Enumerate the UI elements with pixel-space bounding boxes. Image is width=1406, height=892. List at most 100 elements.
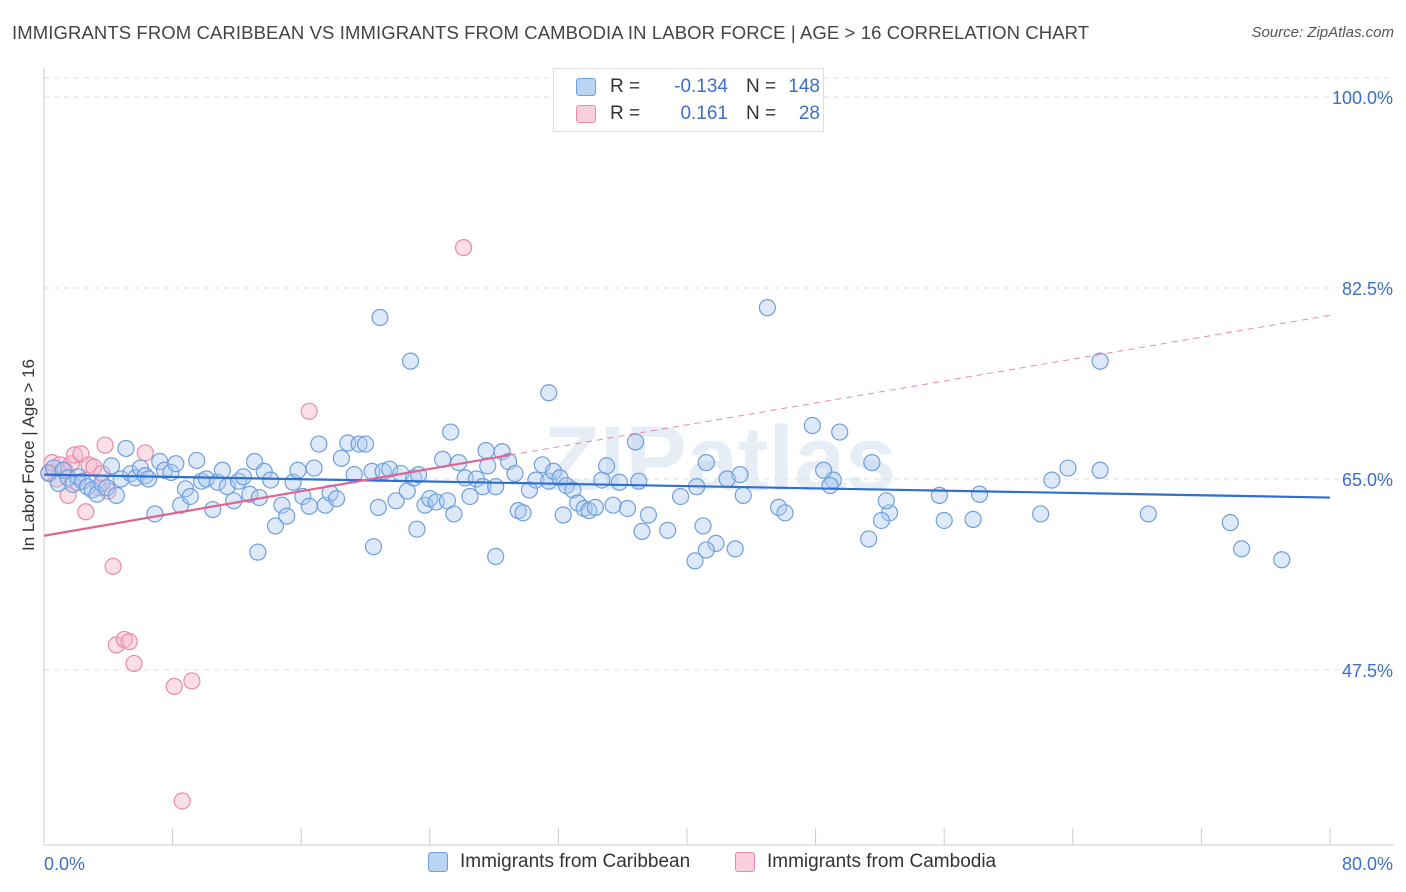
data-point-caribbean: [181, 487, 199, 506]
legend-swatch-caribbean: [428, 852, 448, 872]
data-point-caribbean: [731, 466, 749, 484]
data-point-caribbean: [586, 498, 604, 516]
caribbean-points: [40, 299, 1291, 570]
data-point-caribbean: [356, 435, 375, 453]
data-point-caribbean: [305, 459, 323, 477]
legend-r-label: R =: [610, 76, 641, 97]
data-point-caribbean: [88, 485, 106, 503]
data-point-cambodia: [77, 503, 95, 521]
data-point-caribbean: [544, 462, 563, 480]
trendline-caribbean: [43, 473, 1331, 499]
data-point-caribbean: [387, 492, 405, 510]
data-point-caribbean: [554, 506, 572, 524]
data-point-caribbean: [821, 476, 839, 495]
y-axis-label: In Labor Force | Age > 16: [19, 359, 38, 551]
x-tick-label: 0.0%: [44, 854, 85, 874]
data-point-caribbean: [831, 423, 849, 441]
data-point-caribbean: [146, 505, 164, 523]
data-point-caribbean: [598, 457, 616, 475]
data-point-caribbean: [520, 481, 539, 499]
legend-r-value: -0.134: [674, 76, 728, 97]
series-legend: Immigrants from Caribbean Immigrants fro…: [0, 851, 1406, 877]
data-point-caribbean: [262, 471, 280, 489]
chart-source: Source: ZipAtlas.com: [1251, 24, 1394, 41]
data-point-caribbean: [273, 496, 291, 514]
data-point-caribbean: [540, 472, 558, 490]
data-point-caribbean: [266, 517, 285, 535]
data-point-caribbean: [350, 435, 368, 453]
data-point-caribbean: [1139, 505, 1157, 523]
data-point-caribbean: [73, 472, 92, 490]
data-point-caribbean: [671, 487, 690, 506]
correlation-legend: R = -0.134 N = 148 R = 0.161 N = 28: [553, 68, 824, 132]
legend-row-cambodia: R = 0.161 N = 28: [576, 102, 820, 126]
data-point-caribbean: [1091, 461, 1109, 479]
y-tick-label: 82.5%: [1342, 279, 1393, 299]
legend-item-caribbean: Immigrants from Caribbean: [428, 851, 690, 873]
data-point-caribbean: [234, 468, 252, 486]
data-point-caribbean: [371, 308, 389, 327]
data-point-cambodia: [104, 557, 122, 575]
data-point-caribbean: [289, 461, 307, 479]
data-point-caribbean: [877, 492, 895, 510]
data-point-cambodia: [59, 486, 77, 504]
data-point-caribbean: [461, 487, 479, 506]
data-point-caribbean: [630, 472, 648, 490]
data-point-caribbean: [278, 507, 296, 525]
legend-item-cambodia: Immigrants from Cambodia: [735, 851, 996, 873]
data-point-caribbean: [487, 547, 505, 566]
data-point-caribbean: [863, 454, 881, 472]
data-point-caribbean: [694, 517, 712, 535]
data-point-caribbean: [300, 497, 318, 515]
chart-title: IMMIGRANTS FROM CARIBBEAN VS IMMIGRANTS …: [12, 22, 1090, 43]
trendline-cambodia: [43, 453, 511, 537]
data-point-caribbean: [860, 530, 878, 548]
data-point-caribbean: [803, 416, 821, 435]
legend-n-value: 28: [798, 103, 820, 124]
legend-label-cambodia: Immigrants from Cambodia: [767, 851, 997, 872]
trendline-cambodia-extension: [510, 314, 1331, 456]
data-point-caribbean: [381, 460, 399, 478]
data-point-caribbean: [633, 522, 651, 540]
data-point-caribbean: [639, 506, 658, 524]
data-point-cambodia: [454, 239, 473, 257]
data-point-caribbean: [626, 433, 645, 451]
data-point-caribbean: [487, 478, 505, 496]
data-point-caribbean: [1221, 514, 1239, 532]
legend-r-value: 0.161: [680, 103, 728, 124]
data-point-cambodia: [96, 436, 114, 454]
data-point-caribbean: [540, 384, 558, 402]
data-point-caribbean: [332, 449, 350, 467]
data-point-caribbean: [707, 534, 725, 552]
watermark: ZIPatlas: [544, 408, 897, 510]
data-point-caribbean: [815, 461, 833, 479]
data-point-caribbean: [514, 504, 532, 522]
data-point-caribbean: [604, 496, 622, 514]
data-point-caribbean: [970, 485, 989, 503]
data-point-caribbean: [401, 352, 420, 370]
data-point-caribbean: [107, 486, 125, 504]
data-point-cambodia: [165, 677, 183, 695]
data-point-caribbean: [726, 540, 744, 558]
data-point-caribbean: [364, 538, 383, 556]
legend-swatch-caribbean: [576, 78, 596, 96]
legend-swatch-cambodia: [735, 852, 755, 872]
data-point-caribbean: [204, 500, 222, 519]
data-point-caribbean: [935, 511, 953, 530]
data-point-cambodia: [183, 672, 201, 690]
axes: [43, 68, 1394, 846]
y-tick-label: 47.5%: [1342, 661, 1393, 681]
data-point-caribbean: [734, 486, 752, 504]
legend-row-caribbean: R = -0.134 N = 148: [576, 75, 820, 99]
data-point-cambodia: [65, 446, 84, 464]
legend-n-label: N =: [746, 76, 777, 97]
data-point-caribbean: [564, 481, 582, 499]
legend-r-label: R =: [610, 103, 641, 124]
data-point-cambodia: [173, 792, 191, 810]
data-point-caribbean: [139, 470, 158, 488]
data-point-cambodia: [120, 633, 138, 651]
x-tick-label: 80.0%: [1342, 854, 1393, 874]
y-tick-label: 65.0%: [1342, 470, 1393, 490]
legend-n-value: 148: [788, 76, 820, 97]
